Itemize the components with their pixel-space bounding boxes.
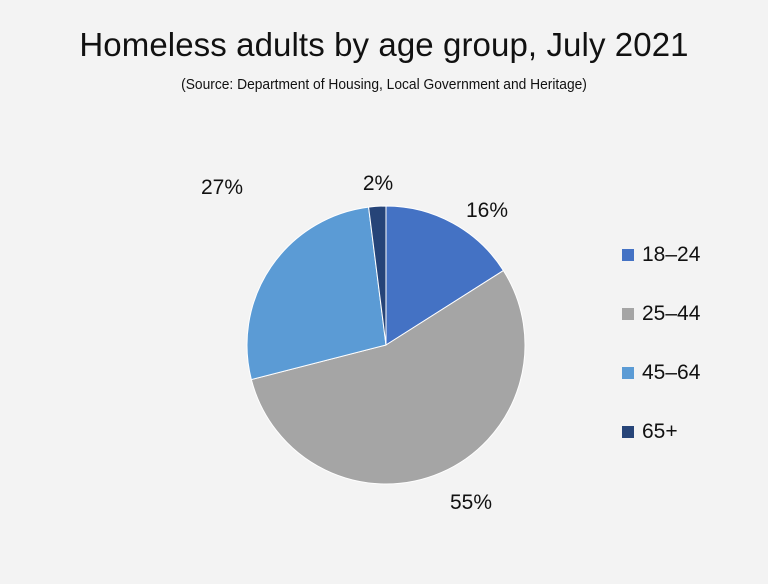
legend-swatch <box>622 308 634 320</box>
chart-subtitle: (Source: Department of Housing, Local Go… <box>181 76 587 93</box>
slice-18-24 <box>385 205 505 346</box>
legend-item-18-24: 18–24 <box>622 238 700 272</box>
legend-label: 45–64 <box>642 361 701 384</box>
slice-65-plus <box>368 205 387 346</box>
legend-label: 25–44 <box>642 302 701 325</box>
legend-swatch <box>622 367 634 379</box>
legend-swatch <box>622 426 634 438</box>
data-label-18-24: 16% <box>466 199 508 222</box>
data-label-25-44: 55% <box>450 491 492 514</box>
slice-25-44 <box>250 269 526 485</box>
data-label-65-plus: 2% <box>363 172 393 195</box>
slice-45-64 <box>246 206 387 381</box>
legend-item-65-plus: 65+ <box>622 415 700 449</box>
legend-swatch <box>622 249 634 261</box>
data-label-45-64: 27% <box>201 176 243 199</box>
legend-item-25-44: 25–44 <box>622 297 700 331</box>
legend: 18–24 25–44 45–64 65+ <box>622 238 700 474</box>
legend-label: 65+ <box>642 420 678 443</box>
legend-item-45-64: 45–64 <box>622 356 700 390</box>
chart-title: Homeless adults by age group, July 2021 <box>79 26 689 63</box>
legend-label: 18–24 <box>642 243 701 266</box>
